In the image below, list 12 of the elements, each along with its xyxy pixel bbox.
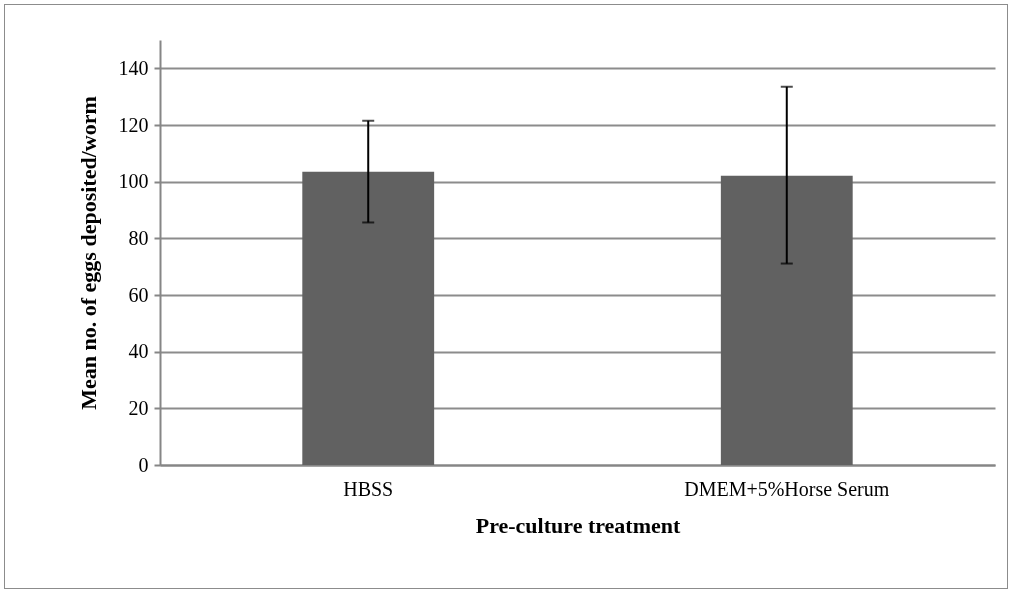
y-tick-label: 120 [118, 113, 149, 136]
x-tick-label: HBSS [343, 477, 394, 500]
y-tick-label: 140 [118, 56, 149, 79]
y-tick-label: 60 [128, 283, 149, 306]
y-axis-title: Mean no. of eggs deposited/worm [75, 96, 101, 410]
y-tick-label: 20 [128, 396, 149, 419]
x-axis-title: Pre-culture treatment [475, 512, 681, 538]
y-tick-label: 0 [138, 453, 149, 476]
y-tick-label: 40 [128, 340, 149, 363]
x-tick-label: DMEM+5%Horse Serum [684, 477, 890, 500]
y-tick-label: 100 [118, 170, 149, 193]
y-tick-label: 80 [128, 226, 149, 249]
